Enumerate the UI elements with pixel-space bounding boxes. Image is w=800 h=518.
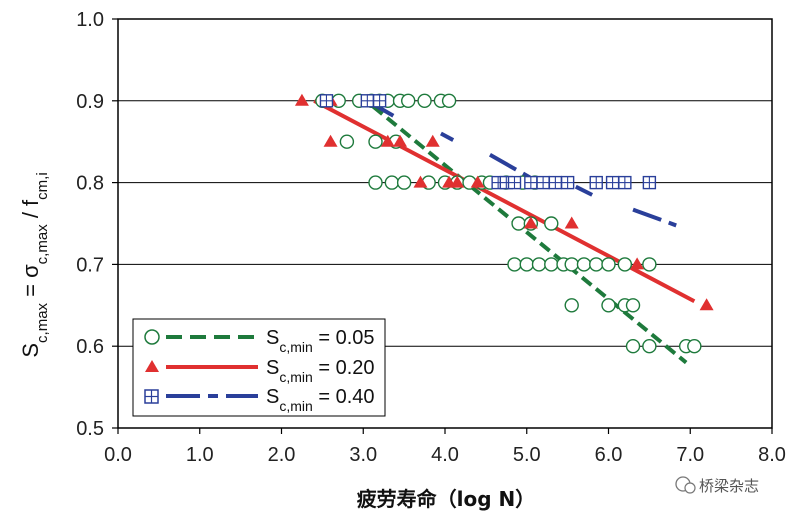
legend-label: Sc,min = 0.05 — [266, 327, 375, 355]
legend-label: Sc,min = 0.20 — [266, 357, 375, 385]
data-point-circle — [396, 175, 412, 190]
data-point-triangle — [413, 175, 428, 188]
data-point-circle — [601, 257, 616, 272]
fit-line — [357, 93, 688, 365]
data-point-triangle — [425, 134, 440, 147]
data-point-triangle — [699, 298, 714, 311]
y-axis-label: Sc,max = σc,max / fcm,i — [18, 172, 51, 357]
legend-item-sc-min-0-05: Sc,min = 0.05 — [144, 327, 375, 355]
y-tick-label: 0.7 — [76, 254, 104, 276]
data-point-circle — [368, 175, 383, 190]
data-point-square — [372, 94, 387, 108]
data-point-circle — [417, 93, 432, 109]
data-point-circle — [507, 257, 522, 272]
legend-marker-triangle — [145, 360, 159, 372]
data-point-square — [642, 175, 657, 190]
x-tick-label: 7.0 — [676, 444, 704, 466]
legend-label: Sc,min = 0.40 — [266, 386, 375, 414]
data-point-triangle — [294, 93, 309, 106]
data-point-square — [507, 175, 522, 190]
data-point-triangle — [564, 216, 579, 229]
data-point-circle — [531, 257, 547, 272]
data-point-circle — [617, 257, 633, 272]
fit-line — [632, 207, 683, 230]
data-point-circle — [625, 339, 641, 354]
data-point-square — [589, 175, 603, 190]
y-tick-label: 0.6 — [76, 336, 104, 358]
axis-ticks: 0.0 1.0 2.0 3.0 4.0 5.0 6.0 7.0 8.0 0.5 0.6 0.7 0.8 0… — [76, 9, 786, 466]
data-points — [294, 93, 714, 354]
y-tick-label: 1.0 — [76, 9, 104, 31]
data-point-square — [548, 175, 563, 190]
data-point-triangle — [393, 134, 408, 147]
data-point-circle — [384, 175, 400, 190]
data-point-circle — [589, 257, 604, 272]
x-axis-label: 疲劳寿命（log N） — [357, 487, 536, 511]
watermark: 桥梁杂志 — [675, 476, 759, 495]
data-point-triangle — [523, 216, 538, 229]
wechat-icon-bubble — [684, 482, 696, 494]
fit-line — [574, 184, 594, 197]
data-point-circle — [687, 339, 702, 354]
data-point-square — [560, 175, 575, 190]
data-point-triangle — [630, 257, 645, 270]
x-tick-label: 2.0 — [268, 444, 296, 466]
x-tick-label: 8.0 — [758, 444, 786, 466]
data-point-circle — [544, 216, 559, 231]
legend-item-sc-min-0-40: Sc,min = 0.40 — [144, 386, 375, 414]
data-point-circle — [625, 298, 641, 313]
data-point-square — [524, 175, 538, 190]
data-point-circle — [601, 298, 616, 313]
data-point-circle — [401, 93, 416, 109]
x-tick-label: 0.0 — [104, 444, 132, 466]
data-point-triangle — [323, 134, 338, 147]
data-point-square — [360, 94, 375, 108]
watermark-text: 桥梁杂志 — [699, 477, 759, 495]
data-point-circle — [544, 257, 559, 272]
data-point-circle — [511, 216, 526, 231]
data-point-square — [605, 175, 620, 190]
x-tick-label: 4.0 — [431, 444, 459, 466]
y-tick-label: 0.9 — [76, 91, 104, 113]
data-point-triangle — [380, 134, 395, 147]
x-tick-label: 5.0 — [513, 444, 541, 466]
y-tick-label: 0.8 — [76, 173, 104, 195]
fit-line — [488, 153, 540, 185]
data-point-square — [319, 94, 334, 108]
x-tick-label: 1.0 — [186, 444, 214, 466]
legend-item-sc-min-0-20: Sc,min = 0.20 — [145, 357, 375, 385]
data-point-circle — [576, 257, 592, 272]
legend: Sc,min = 0.05 Sc,min = 0.20 Sc,min = 0.4… — [132, 318, 386, 417]
data-point-circle — [642, 257, 657, 272]
data-point-circle — [564, 257, 579, 272]
legend-marker-circle — [144, 329, 160, 345]
y-tick-label: 0.5 — [76, 418, 104, 440]
fit-line — [313, 99, 696, 303]
data-point-square — [536, 175, 550, 190]
x-tick-label: 6.0 — [595, 444, 623, 466]
data-point-square — [618, 175, 632, 190]
data-point-circle — [368, 134, 383, 149]
data-point-circle — [564, 298, 579, 313]
data-point-circle — [339, 134, 355, 149]
data-point-circle — [642, 339, 657, 354]
data-point-circle — [441, 93, 457, 109]
fit-line — [439, 131, 455, 142]
data-point-triangle — [450, 175, 465, 188]
data-point-triangle — [470, 175, 485, 188]
data-point-circle — [519, 257, 534, 272]
x-tick-label: 3.0 — [349, 444, 377, 466]
